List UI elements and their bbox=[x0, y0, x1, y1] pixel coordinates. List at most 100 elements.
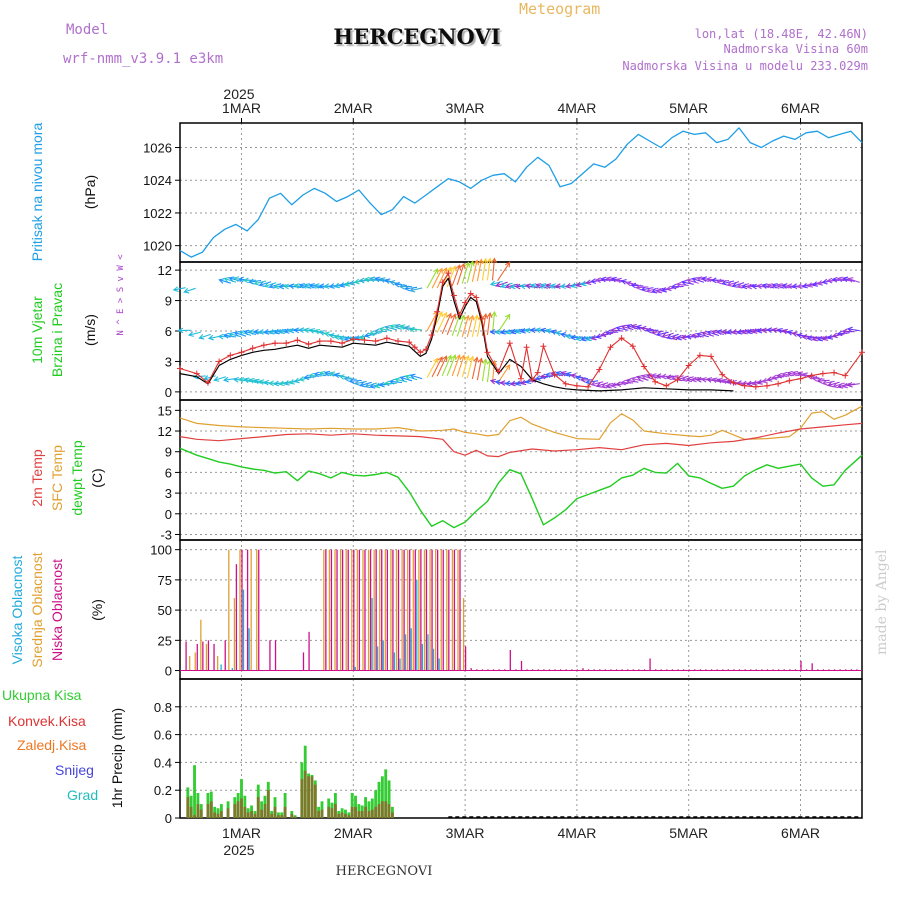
wind-arrow bbox=[194, 287, 206, 292]
wind-arrow bbox=[801, 334, 815, 340]
wind-speed-line bbox=[179, 277, 734, 392]
precip-convective-bar bbox=[370, 809, 374, 818]
wind-arrow bbox=[595, 382, 609, 388]
wind-gust-point bbox=[495, 368, 502, 375]
wind-arrow bbox=[615, 325, 629, 332]
wind-gust-point bbox=[450, 292, 457, 299]
precip-convective-bar bbox=[193, 815, 196, 818]
wind-arrow bbox=[481, 358, 489, 382]
wind-gust-point bbox=[842, 372, 849, 379]
wind-gust-point bbox=[808, 372, 815, 379]
precip-ylabel: 1hr Precip (mm) bbox=[109, 708, 125, 808]
wind-gust-point bbox=[596, 366, 603, 373]
precip-convective-bar bbox=[226, 808, 230, 818]
wind-arrow bbox=[268, 283, 282, 289]
wind-gust-point bbox=[339, 340, 346, 347]
wind-gust-point bbox=[350, 336, 357, 343]
wind-arrow bbox=[600, 331, 614, 338]
precip-convective-bar bbox=[347, 815, 351, 818]
precip-convective-bar bbox=[313, 784, 317, 818]
wind-arrow bbox=[781, 371, 795, 378]
wind-arrow bbox=[471, 356, 480, 380]
precip-convective-bar bbox=[216, 813, 220, 818]
wind-arrow bbox=[213, 376, 227, 382]
temperature-frame bbox=[179, 399, 863, 541]
wind-arrow bbox=[701, 331, 715, 337]
temperature-ytick-label: 3 bbox=[165, 486, 172, 501]
wind-ytick-label: 0 bbox=[165, 385, 172, 400]
precip-convective-bar bbox=[344, 813, 347, 818]
wind-arrow bbox=[222, 332, 236, 339]
wind-arrow bbox=[711, 329, 725, 336]
wind-arrow bbox=[620, 379, 634, 386]
meteogram-label: Meteogram bbox=[519, 0, 600, 18]
wind-arrow bbox=[766, 283, 780, 289]
wind-arrow bbox=[630, 376, 644, 383]
wind-arrow bbox=[635, 375, 649, 381]
wind-arrow bbox=[575, 335, 589, 342]
wind-arrow bbox=[736, 283, 750, 289]
wind-arrow bbox=[338, 335, 352, 341]
precip-convective-bar bbox=[354, 806, 357, 818]
precip-total-bar bbox=[377, 781, 381, 818]
wind-arrow bbox=[640, 286, 654, 292]
wind-gust-point bbox=[523, 344, 530, 351]
wind-arrow bbox=[590, 380, 604, 387]
wind-arrow bbox=[399, 375, 413, 382]
wind-arrow bbox=[686, 278, 699, 284]
date-label-top: 3MAR bbox=[446, 100, 485, 116]
wind-arrow bbox=[846, 326, 860, 333]
wind-arrow bbox=[650, 329, 664, 336]
wind-arrow bbox=[691, 277, 704, 283]
cloud-high-label: Visoka Oblacnost bbox=[9, 556, 25, 665]
wind-gust-point bbox=[361, 337, 368, 344]
wind-arrow bbox=[600, 276, 614, 283]
wind-arrow bbox=[263, 329, 277, 335]
wind-arrow bbox=[456, 262, 466, 286]
wind-arrow bbox=[625, 378, 639, 384]
wind-arrow bbox=[486, 257, 493, 281]
wind-arrow bbox=[253, 280, 267, 286]
precip-convective-bar bbox=[233, 804, 237, 818]
wind-arrow bbox=[811, 335, 825, 342]
wind-arrow bbox=[183, 287, 196, 294]
wind-gust-point bbox=[283, 340, 290, 347]
wind-arrow bbox=[384, 325, 398, 331]
model-name: wrf-nmm_v3.9.1 e3km bbox=[63, 51, 223, 67]
wind-gust-point bbox=[204, 379, 211, 386]
wind-gust-point bbox=[859, 349, 865, 356]
wind-arrow bbox=[177, 327, 191, 334]
wind-arrow bbox=[471, 314, 480, 338]
wind-arrow bbox=[645, 327, 659, 334]
precip-convective-bar bbox=[310, 776, 314, 818]
wind-arrow bbox=[489, 280, 503, 287]
precip-total-bar bbox=[283, 792, 287, 818]
date-label-top: 2MAR bbox=[334, 100, 373, 116]
wind-arrow bbox=[665, 285, 679, 292]
wind-arrow bbox=[409, 286, 423, 293]
precip-convective-bar bbox=[377, 804, 381, 818]
wind-arrow bbox=[199, 286, 211, 291]
precip-convective-bar bbox=[384, 801, 388, 818]
wind-arrow bbox=[836, 330, 850, 337]
wind-gust-point bbox=[618, 335, 625, 342]
wind-gust-point bbox=[249, 345, 256, 352]
wind-gust-point bbox=[227, 352, 234, 359]
wind-ylabel: 10m Vjetar bbox=[29, 296, 45, 364]
precip-convective-bar bbox=[240, 798, 243, 818]
precip-convective-bar bbox=[337, 813, 341, 818]
cloud-panel: 0 25 50 75 100 bbox=[150, 539, 863, 680]
wind-gust-point bbox=[708, 353, 715, 360]
wind-arrow bbox=[821, 379, 835, 386]
precip-convective-bar bbox=[293, 816, 297, 818]
wind-arrow bbox=[847, 277, 860, 283]
wind-arrow bbox=[303, 374, 317, 381]
wind-arrow bbox=[223, 277, 237, 283]
wind-gust-point bbox=[786, 377, 793, 384]
temp-sfc-label: SFC Temp bbox=[49, 445, 65, 511]
wind-arrow bbox=[461, 354, 470, 378]
wind-arrow bbox=[505, 328, 518, 335]
wind-arrow bbox=[481, 257, 489, 281]
date-label-bottom: 5MAR bbox=[669, 825, 708, 841]
wind-arrow bbox=[353, 380, 367, 386]
